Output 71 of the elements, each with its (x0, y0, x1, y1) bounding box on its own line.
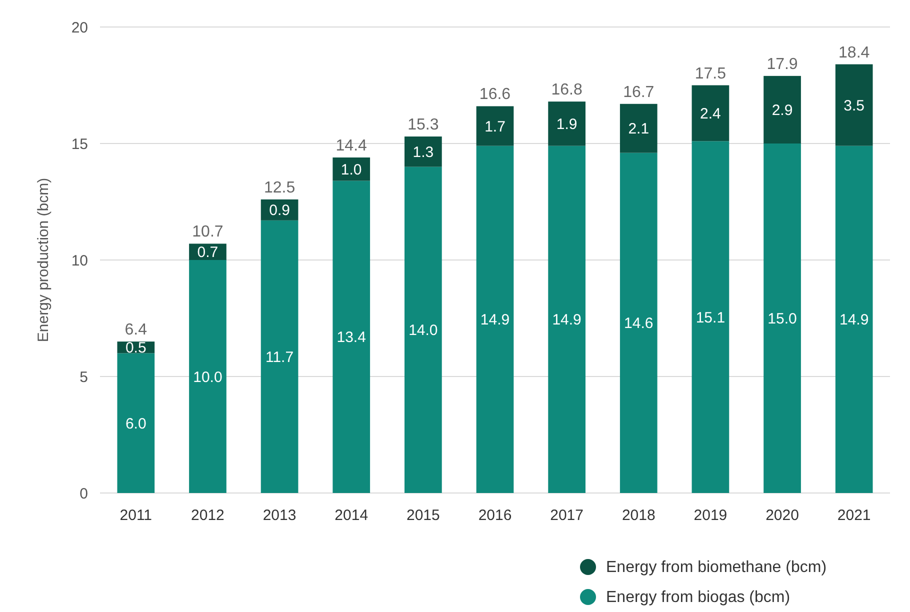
bar (620, 152, 658, 493)
x-tick-label: 2013 (262, 507, 296, 524)
data-label: 15.1 (696, 309, 726, 326)
total-label: 17.9 (766, 56, 798, 73)
bar (332, 180, 370, 493)
data-label: 14.9 (480, 312, 510, 329)
x-tick-label: 2015 (406, 507, 440, 524)
y-tick-label: 10 (71, 252, 88, 270)
data-label: 14.9 (552, 312, 582, 329)
data-label: 14.9 (839, 312, 869, 329)
legend-label: Energy from biomethane (bcm) (606, 559, 827, 576)
data-label: 2.9 (772, 102, 793, 119)
total-label: 6.4 (124, 322, 148, 339)
data-label: 13.4 (336, 329, 366, 346)
x-tick-label: 2019 (694, 507, 728, 524)
total-label: 17.5 (694, 65, 726, 82)
bar (332, 157, 370, 181)
bar (835, 146, 873, 493)
bar (476, 106, 514, 146)
data-label: 1.7 (484, 118, 506, 136)
x-tick-label: 2021 (837, 507, 871, 524)
data-label: 10.0 (193, 368, 222, 386)
bar (692, 85, 730, 142)
total-label: 10.7 (192, 224, 224, 241)
data-label: 0.7 (197, 244, 218, 262)
bar (835, 64, 873, 146)
data-label: 6.0 (125, 415, 146, 432)
total-label: 18.4 (838, 44, 870, 62)
bar (117, 353, 155, 493)
bar (620, 104, 658, 153)
x-tick-label: 2016 (478, 507, 512, 524)
total-label: 14.4 (336, 137, 368, 154)
total-label: 12.5 (264, 179, 296, 196)
total-label: 16.6 (479, 86, 511, 104)
legend-label: Energy from biogas (bcm) (606, 589, 790, 606)
bar (404, 166, 442, 493)
data-label: 14.0 (408, 322, 438, 340)
x-tick-label: 2017 (550, 507, 584, 524)
bar (476, 146, 514, 493)
bar (548, 146, 586, 493)
data-label: 1.0 (340, 161, 362, 178)
x-tick-label: 2011 (120, 507, 152, 524)
y-axis-title: Energy production (bcm) (35, 178, 52, 342)
data-label: 0.5 (125, 340, 146, 357)
data-label: 2.1 (628, 120, 650, 138)
total-label: 15.3 (408, 116, 439, 134)
data-label: 14.6 (624, 315, 654, 332)
total-label: 16.8 (551, 82, 582, 99)
bar (764, 76, 801, 144)
data-label: 1.3 (412, 144, 434, 161)
data-label: 3.5 (844, 97, 865, 114)
x-tick-label: 2018 (622, 507, 656, 524)
bar (548, 102, 586, 146)
data-label: 0.9 (269, 202, 290, 220)
x-tick-label: 2014 (334, 507, 368, 524)
bar (260, 220, 298, 493)
y-tick-label: 15 (71, 136, 88, 153)
total-label: 16.7 (623, 84, 654, 101)
data-label: 1.9 (556, 116, 578, 133)
data-label: 11.7 (266, 348, 294, 366)
data-label: 2.4 (700, 105, 721, 122)
x-tick-label: 2012 (191, 507, 224, 524)
y-tick-label: 5 (80, 368, 88, 386)
x-tick-label: 2020 (766, 507, 799, 524)
bar (189, 260, 226, 493)
y-tick-label: 0 (80, 485, 88, 502)
bar (404, 136, 442, 167)
data-label: 15.0 (768, 310, 797, 328)
bar (764, 144, 801, 493)
y-tick-label: 20 (71, 19, 88, 36)
bar (692, 141, 730, 493)
